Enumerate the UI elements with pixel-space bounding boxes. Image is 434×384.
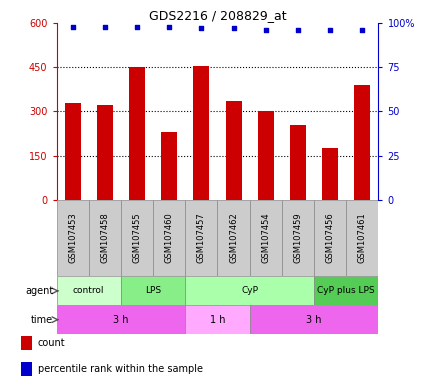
- Bar: [56, 276, 121, 305]
- Bar: [56, 200, 89, 276]
- Bar: [313, 276, 378, 305]
- Text: count: count: [37, 338, 65, 348]
- Point: [230, 25, 237, 31]
- Bar: [289, 124, 305, 200]
- Title: GDS2216 / 208829_at: GDS2216 / 208829_at: [148, 9, 286, 22]
- Bar: [128, 67, 145, 200]
- Point: [165, 23, 172, 30]
- Bar: [257, 111, 273, 200]
- Point: [358, 27, 365, 33]
- Text: 1 h: 1 h: [209, 314, 225, 325]
- Bar: [161, 132, 177, 200]
- Bar: [345, 200, 378, 276]
- Bar: [56, 305, 185, 334]
- Text: CyP plus LPS: CyP plus LPS: [317, 286, 374, 295]
- Text: 3 h: 3 h: [113, 314, 128, 325]
- Text: 3 h: 3 h: [306, 314, 321, 325]
- Bar: [193, 66, 209, 200]
- Bar: [121, 200, 153, 276]
- Text: percentile rank within the sample: percentile rank within the sample: [37, 364, 202, 374]
- Text: GSM107454: GSM107454: [261, 213, 270, 263]
- Bar: [321, 148, 338, 200]
- Point: [133, 23, 140, 30]
- Bar: [65, 103, 81, 200]
- Bar: [225, 101, 241, 200]
- Bar: [249, 305, 378, 334]
- Bar: [281, 200, 313, 276]
- Bar: [89, 200, 121, 276]
- Point: [326, 27, 333, 33]
- Bar: [313, 200, 345, 276]
- Bar: [185, 305, 249, 334]
- Text: GSM107453: GSM107453: [68, 213, 77, 263]
- Text: GSM107462: GSM107462: [229, 213, 237, 263]
- Point: [101, 23, 108, 30]
- Bar: [185, 276, 313, 305]
- Point: [294, 27, 301, 33]
- Text: CyP: CyP: [240, 286, 258, 295]
- Text: GSM107459: GSM107459: [293, 213, 302, 263]
- Text: GSM107457: GSM107457: [197, 213, 205, 263]
- Bar: [217, 200, 249, 276]
- Bar: [97, 106, 113, 200]
- Text: GSM107458: GSM107458: [100, 213, 109, 263]
- Text: GSM107455: GSM107455: [132, 213, 141, 263]
- Bar: [153, 200, 185, 276]
- Point: [197, 25, 204, 31]
- Point: [69, 23, 76, 30]
- Point: [262, 27, 269, 33]
- Text: time: time: [31, 314, 53, 325]
- Text: agent: agent: [25, 286, 53, 296]
- Text: GSM107460: GSM107460: [164, 213, 173, 263]
- Bar: [21, 336, 32, 350]
- Bar: [21, 362, 32, 376]
- Bar: [353, 85, 369, 200]
- Text: control: control: [73, 286, 104, 295]
- Text: GSM107461: GSM107461: [357, 213, 366, 263]
- Bar: [121, 276, 185, 305]
- Bar: [249, 200, 281, 276]
- Text: LPS: LPS: [145, 286, 161, 295]
- Text: GSM107456: GSM107456: [325, 213, 334, 263]
- Bar: [185, 200, 217, 276]
